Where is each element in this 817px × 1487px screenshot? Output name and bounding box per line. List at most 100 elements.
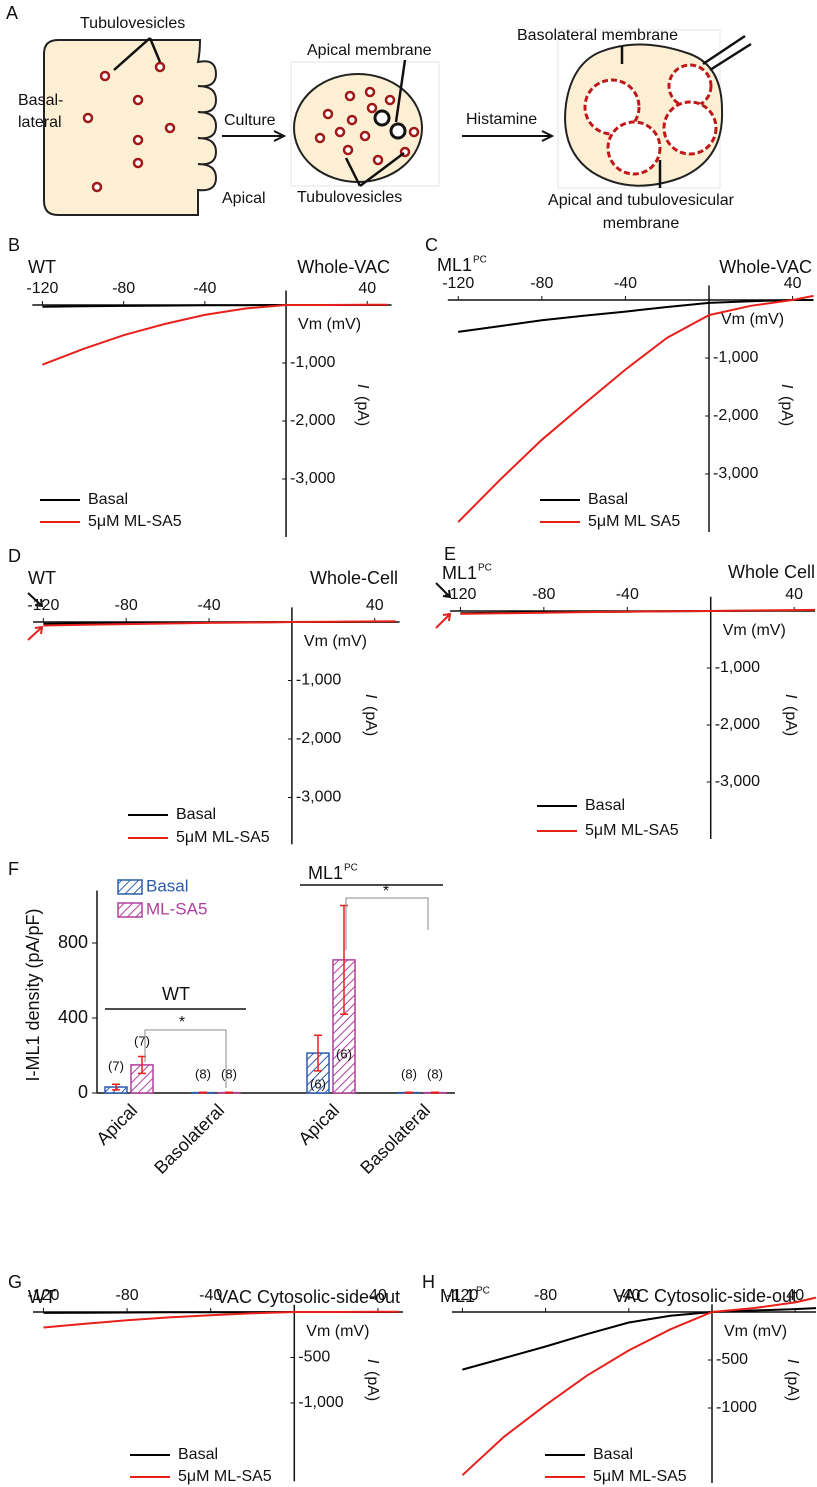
cell-left — [43, 39, 218, 216]
arrow — [222, 130, 287, 142]
x-tick-label: -80 — [530, 275, 553, 292]
x-axis-label: Vm (mV) — [724, 1323, 787, 1340]
legend-label: 5μM ML-SA5 — [178, 1468, 272, 1485]
tubulovesicles-left — [82, 61, 176, 193]
legend-label: Basal — [593, 1446, 633, 1463]
apical-membrane — [373, 109, 391, 127]
significance-bracket — [144, 1029, 227, 1088]
y-tick-label: -2,000 — [713, 407, 758, 424]
trace — [457, 294, 814, 523]
legend-label: Basal — [88, 491, 128, 508]
y-tick-label: -1,000 — [715, 659, 760, 676]
x-tick-label: -40 — [617, 1287, 640, 1304]
y-axis-label-symbol: I — [782, 694, 799, 699]
x-tick-label: Basolateral — [150, 1100, 228, 1178]
y-axis-label-symbol: I — [364, 1359, 381, 1364]
genotype-superscript: PC — [478, 563, 492, 574]
trace — [462, 1307, 817, 1371]
y-tick-label: -3,000 — [715, 773, 760, 790]
x-tick-label: 40 — [785, 586, 803, 603]
y-tick-label: -1,000 — [296, 672, 341, 689]
group-label: WT — [162, 984, 190, 1004]
fused-vesicles — [583, 63, 718, 176]
panel-letter: E — [444, 544, 456, 564]
x-tick-label: -80 — [116, 1287, 139, 1304]
n-label: (6) — [310, 1076, 326, 1091]
legend-label: Basal — [176, 806, 216, 823]
y-tick-label: -3,000 — [290, 470, 335, 487]
y-tick-label: -1,000 — [290, 354, 335, 371]
legend-label: 5μM ML-SA5 — [176, 829, 270, 846]
x-tick-label: -40 — [199, 1287, 222, 1304]
genotype-superscript: PC — [476, 1286, 490, 1297]
panel-letter: A — [6, 3, 18, 23]
x-tick-label: -120 — [446, 1287, 478, 1304]
n-label: (8) — [221, 1066, 237, 1081]
y-tick-label: -1000 — [716, 1399, 757, 1416]
y-axis-label-unit: (pA) — [778, 396, 795, 426]
label: Tubulovesicles — [80, 15, 185, 32]
y-axis-label-symbol: I — [354, 384, 371, 389]
trace — [42, 303, 388, 366]
panel-letter: F — [8, 859, 19, 879]
genotype: WT — [28, 568, 56, 588]
x-tick-label: -40 — [614, 275, 637, 292]
error-bar — [431, 1091, 439, 1094]
y-tick-label: -2,000 — [715, 716, 760, 733]
recording-mode: Whole Cell — [728, 562, 815, 582]
y-axis-label-unit: (pA) — [782, 706, 799, 736]
recording-mode: Whole-VAC — [297, 257, 390, 277]
y-axis-label: I-ML1 density (pA/pF) — [23, 908, 43, 1081]
tubulovesicles-middle — [314, 86, 420, 166]
pointer — [344, 59, 407, 187]
significance-label: * — [383, 883, 389, 900]
significance-bracket — [345, 897, 429, 950]
label: Basolateral membrane — [517, 27, 678, 44]
x-tick-label: -80 — [115, 597, 138, 614]
y-axis-label-unit: (pA) — [354, 396, 371, 426]
legend-label: ML-SA5 — [146, 899, 207, 918]
label: Basal- — [18, 92, 63, 109]
x-tick-label: 40 — [369, 1287, 387, 1304]
y-tick-label: -2,000 — [296, 730, 341, 747]
error-bar — [405, 1091, 413, 1094]
error-bar — [199, 1091, 207, 1094]
x-tick-label: -120 — [27, 1287, 59, 1304]
y-tick-label: 0 — [78, 1082, 88, 1102]
legend-label: 5μM ML-SA5 — [88, 513, 182, 530]
pointer — [113, 37, 162, 71]
x-tick-label: -120 — [444, 586, 476, 603]
n-label: (8) — [401, 1066, 417, 1081]
error-bar — [225, 1091, 233, 1094]
error-bar — [314, 1034, 322, 1072]
label: Apical membrane — [307, 42, 432, 59]
panel-letter: H — [422, 1272, 435, 1292]
label: Apical and tubulovesicular — [548, 192, 735, 209]
y-axis-label-symbol: I — [362, 694, 379, 699]
recording-mode: Whole-Cell — [310, 568, 398, 588]
legend-label: 5μM ML-SA5 — [593, 1468, 687, 1485]
y-axis-label-unit: (pA) — [362, 706, 379, 736]
recording-mode: VAC Cytosolic-side-out — [216, 1287, 400, 1307]
x-tick-label: Apical — [92, 1100, 141, 1149]
x-axis-label: Vm (mV) — [304, 633, 367, 650]
x-axis-label: Vm (mV) — [306, 1323, 369, 1340]
n-label: (6) — [336, 1046, 352, 1061]
y-tick-label: 800 — [58, 932, 88, 952]
genotype-superscript: PC — [473, 255, 487, 266]
x-tick-label: 40 — [784, 275, 802, 292]
x-tick-label: -120 — [27, 597, 59, 614]
error-bar — [340, 904, 348, 1015]
error-bar — [112, 1083, 120, 1091]
label: Histamine — [466, 111, 537, 128]
pointer — [620, 34, 752, 188]
genotype: ML1 — [442, 563, 477, 583]
n-label: (7) — [108, 1058, 124, 1073]
significance-label: * — [179, 1014, 185, 1031]
y-tick-label: -3,000 — [296, 789, 341, 806]
x-tick-label: Basolateral — [356, 1100, 434, 1178]
genotype: ML1 — [308, 863, 343, 883]
legend-swatch — [117, 902, 143, 918]
legend-label: 5μM ML-SA5 — [585, 822, 679, 839]
